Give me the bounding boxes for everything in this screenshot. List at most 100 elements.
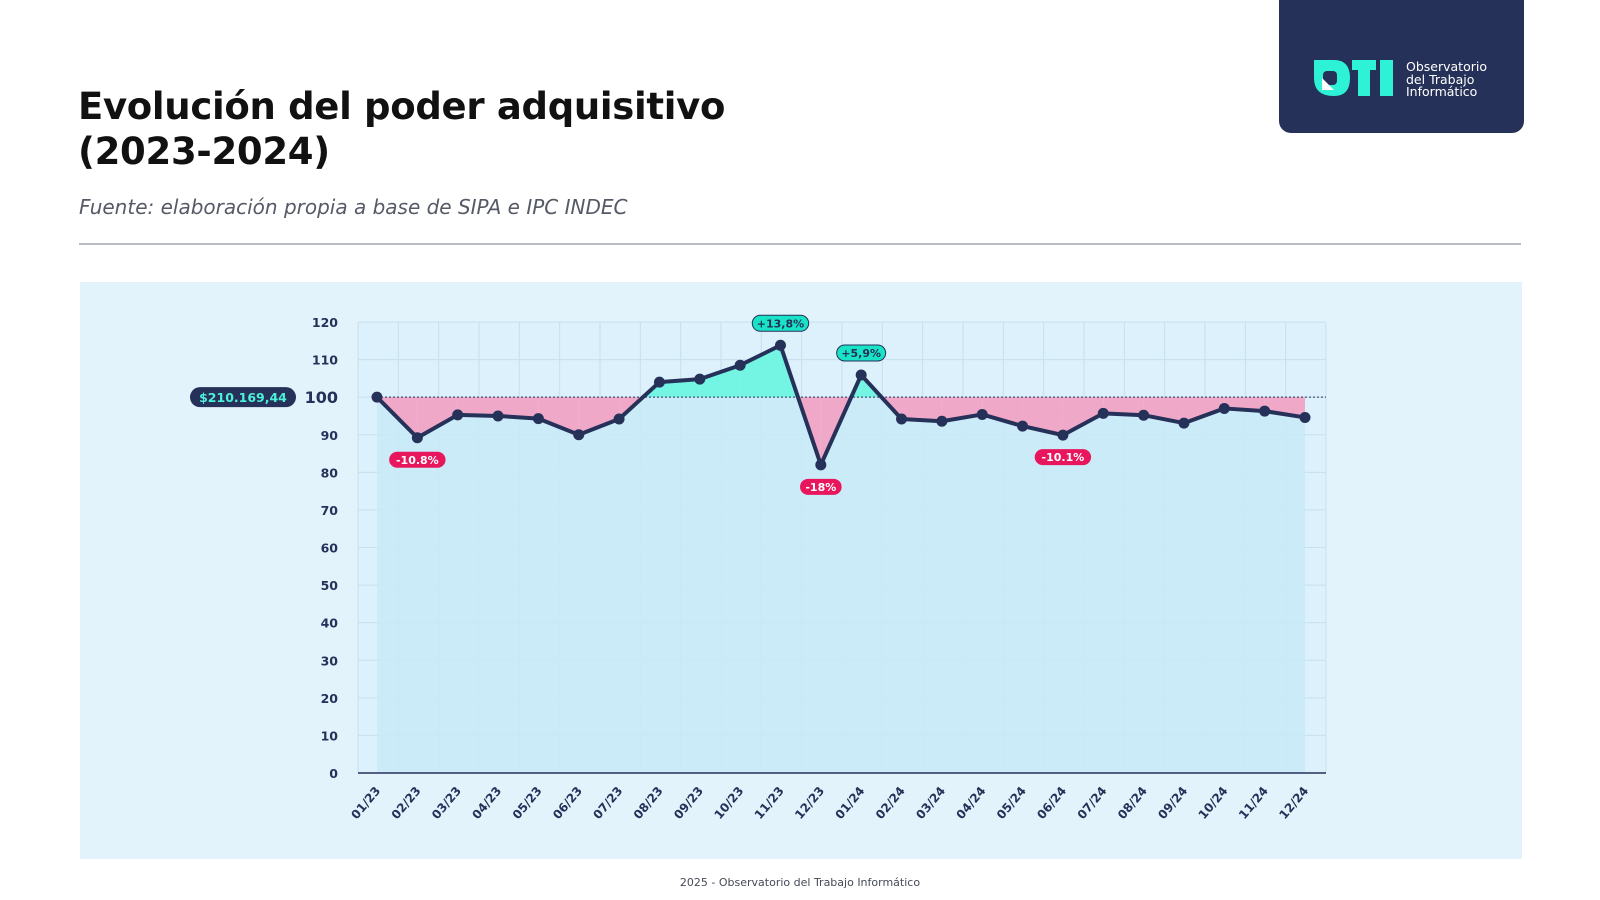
y-tick-label: 90 bbox=[321, 428, 339, 443]
data-point bbox=[896, 413, 908, 425]
data-point bbox=[613, 413, 625, 425]
x-tick-label: 11/24 bbox=[1236, 784, 1271, 822]
data-point bbox=[936, 415, 948, 427]
data-point bbox=[1138, 409, 1150, 421]
y-tick-label: 60 bbox=[321, 541, 339, 556]
series-line bbox=[375, 343, 1307, 467]
below-baseline-fill bbox=[1022, 397, 1063, 436]
below-baseline-fill bbox=[1183, 397, 1225, 424]
baseline-value-badge bbox=[190, 387, 296, 408]
y-tick-label: 0 bbox=[329, 766, 338, 781]
below-baseline-fill bbox=[538, 397, 579, 435]
below-baseline-fill bbox=[417, 397, 458, 438]
y-tick-label: 70 bbox=[321, 503, 339, 518]
data-point bbox=[492, 410, 504, 422]
below-baseline-fill bbox=[982, 397, 1023, 427]
data-point bbox=[452, 409, 464, 421]
y-tick-label: 110 bbox=[312, 353, 338, 368]
below-baseline-fill bbox=[457, 397, 499, 416]
negative-change-badge bbox=[389, 451, 446, 468]
data-point bbox=[532, 413, 544, 425]
data-point bbox=[1178, 417, 1190, 429]
data-point bbox=[734, 359, 746, 371]
negative-change-label: -18% bbox=[805, 481, 836, 494]
positive-change-label: +5,9% bbox=[841, 347, 881, 360]
y-tick-label: 30 bbox=[321, 653, 339, 668]
y-tick-label: 10 bbox=[321, 728, 339, 743]
positive-change-badge bbox=[751, 314, 810, 332]
logo-text: Observatorio del Trabajo Informático bbox=[1406, 59, 1487, 99]
x-tick-label: 07/24 bbox=[1075, 784, 1110, 822]
y-tick-label: 50 bbox=[321, 578, 339, 593]
above-baseline-fill bbox=[699, 365, 741, 398]
x-tick-label: 04/23 bbox=[469, 784, 504, 822]
y-tick-label: 80 bbox=[321, 465, 339, 480]
data-point bbox=[774, 339, 786, 351]
x-tick-label: 07/23 bbox=[590, 784, 625, 822]
x-tick-label: 02/24 bbox=[873, 784, 908, 822]
page-title-line-1: Evolución del poder adquisitivo bbox=[78, 85, 726, 128]
x-tick-label: 09/24 bbox=[1155, 784, 1190, 822]
divider bbox=[79, 243, 1521, 245]
data-point bbox=[411, 432, 423, 444]
data-point bbox=[1097, 407, 1109, 419]
y-tick-label: 40 bbox=[321, 616, 339, 631]
page-title: Evolución del poder adquisitivo (2023-20… bbox=[78, 84, 725, 174]
data-point bbox=[573, 429, 585, 441]
x-tick-label: 03/23 bbox=[429, 784, 464, 822]
y-tick-label: 120 bbox=[312, 315, 338, 330]
x-tick-label: 08/24 bbox=[1115, 784, 1150, 822]
x-tick-label: 06/24 bbox=[1034, 784, 1069, 822]
data-point bbox=[694, 373, 706, 385]
below-baseline-fill bbox=[498, 397, 539, 419]
x-tick-label: 11/23 bbox=[752, 784, 787, 822]
chart-panel: 0 10 20 30 40 50 60 70 80 90 100 110 120 01/23 02/23 03… bbox=[80, 282, 1522, 859]
positive-change-label: +13,8% bbox=[757, 317, 804, 330]
x-tick-label: 12/24 bbox=[1276, 784, 1311, 822]
logo-text-line-3: Informático bbox=[1406, 84, 1478, 99]
x-tick-label: 02/23 bbox=[389, 784, 424, 822]
y-tick-label: 100 bbox=[305, 388, 338, 407]
negative-change-badge bbox=[1034, 449, 1092, 466]
x-tick-label: 01/23 bbox=[348, 784, 383, 822]
oti-logo-icon bbox=[1314, 60, 1393, 96]
x-tick-label: 10/24 bbox=[1196, 784, 1231, 822]
source-note: Fuente: elaboración propia a base de SIP… bbox=[79, 195, 628, 219]
data-point bbox=[1299, 411, 1311, 423]
below-baseline-fill bbox=[1062, 397, 1104, 436]
y-tick-label: 20 bbox=[321, 691, 339, 706]
data-point bbox=[653, 376, 665, 388]
logo-text-line-1: Observatorio bbox=[1406, 59, 1487, 74]
logo-panel: Observatorio del Trabajo Informático bbox=[1279, 0, 1524, 133]
data-point bbox=[1259, 405, 1271, 417]
negative-change-badge bbox=[800, 478, 842, 495]
above-baseline-fill bbox=[740, 345, 781, 398]
data-point bbox=[815, 459, 827, 471]
data-point bbox=[976, 408, 988, 420]
x-tick-label: 04/24 bbox=[954, 784, 989, 822]
below-baseline-fill bbox=[578, 397, 620, 435]
x-tick-label: 06/23 bbox=[550, 784, 585, 822]
negative-change-label: -10.1% bbox=[1042, 451, 1085, 464]
data-point bbox=[855, 369, 867, 381]
data-point bbox=[1057, 429, 1069, 441]
x-tick-label: 05/24 bbox=[994, 784, 1029, 822]
x-tick-label: 05/23 bbox=[510, 784, 545, 822]
below-baseline-fill bbox=[901, 397, 942, 422]
positive-change-badge bbox=[836, 344, 887, 362]
page-title-line-2: (2023-2024) bbox=[78, 130, 330, 173]
above-baseline-fill bbox=[659, 379, 700, 398]
x-tick-label: 10/23 bbox=[711, 784, 746, 822]
below-baseline-fill bbox=[1103, 397, 1144, 416]
x-tick-label: 12/23 bbox=[792, 784, 827, 822]
x-tick-label: 08/23 bbox=[631, 784, 666, 822]
x-tick-label: 01/24 bbox=[832, 784, 867, 822]
data-point bbox=[371, 391, 383, 403]
baseline-value-label: $210.169,44 bbox=[199, 390, 287, 405]
data-point bbox=[1218, 402, 1230, 414]
footer-credit: 2025 - Observatorio del Trabajo Informát… bbox=[679, 876, 921, 889]
x-tick-label: 03/24 bbox=[913, 784, 948, 822]
x-tick-label: 09/23 bbox=[671, 784, 706, 822]
negative-change-label: -10.8% bbox=[396, 454, 439, 467]
